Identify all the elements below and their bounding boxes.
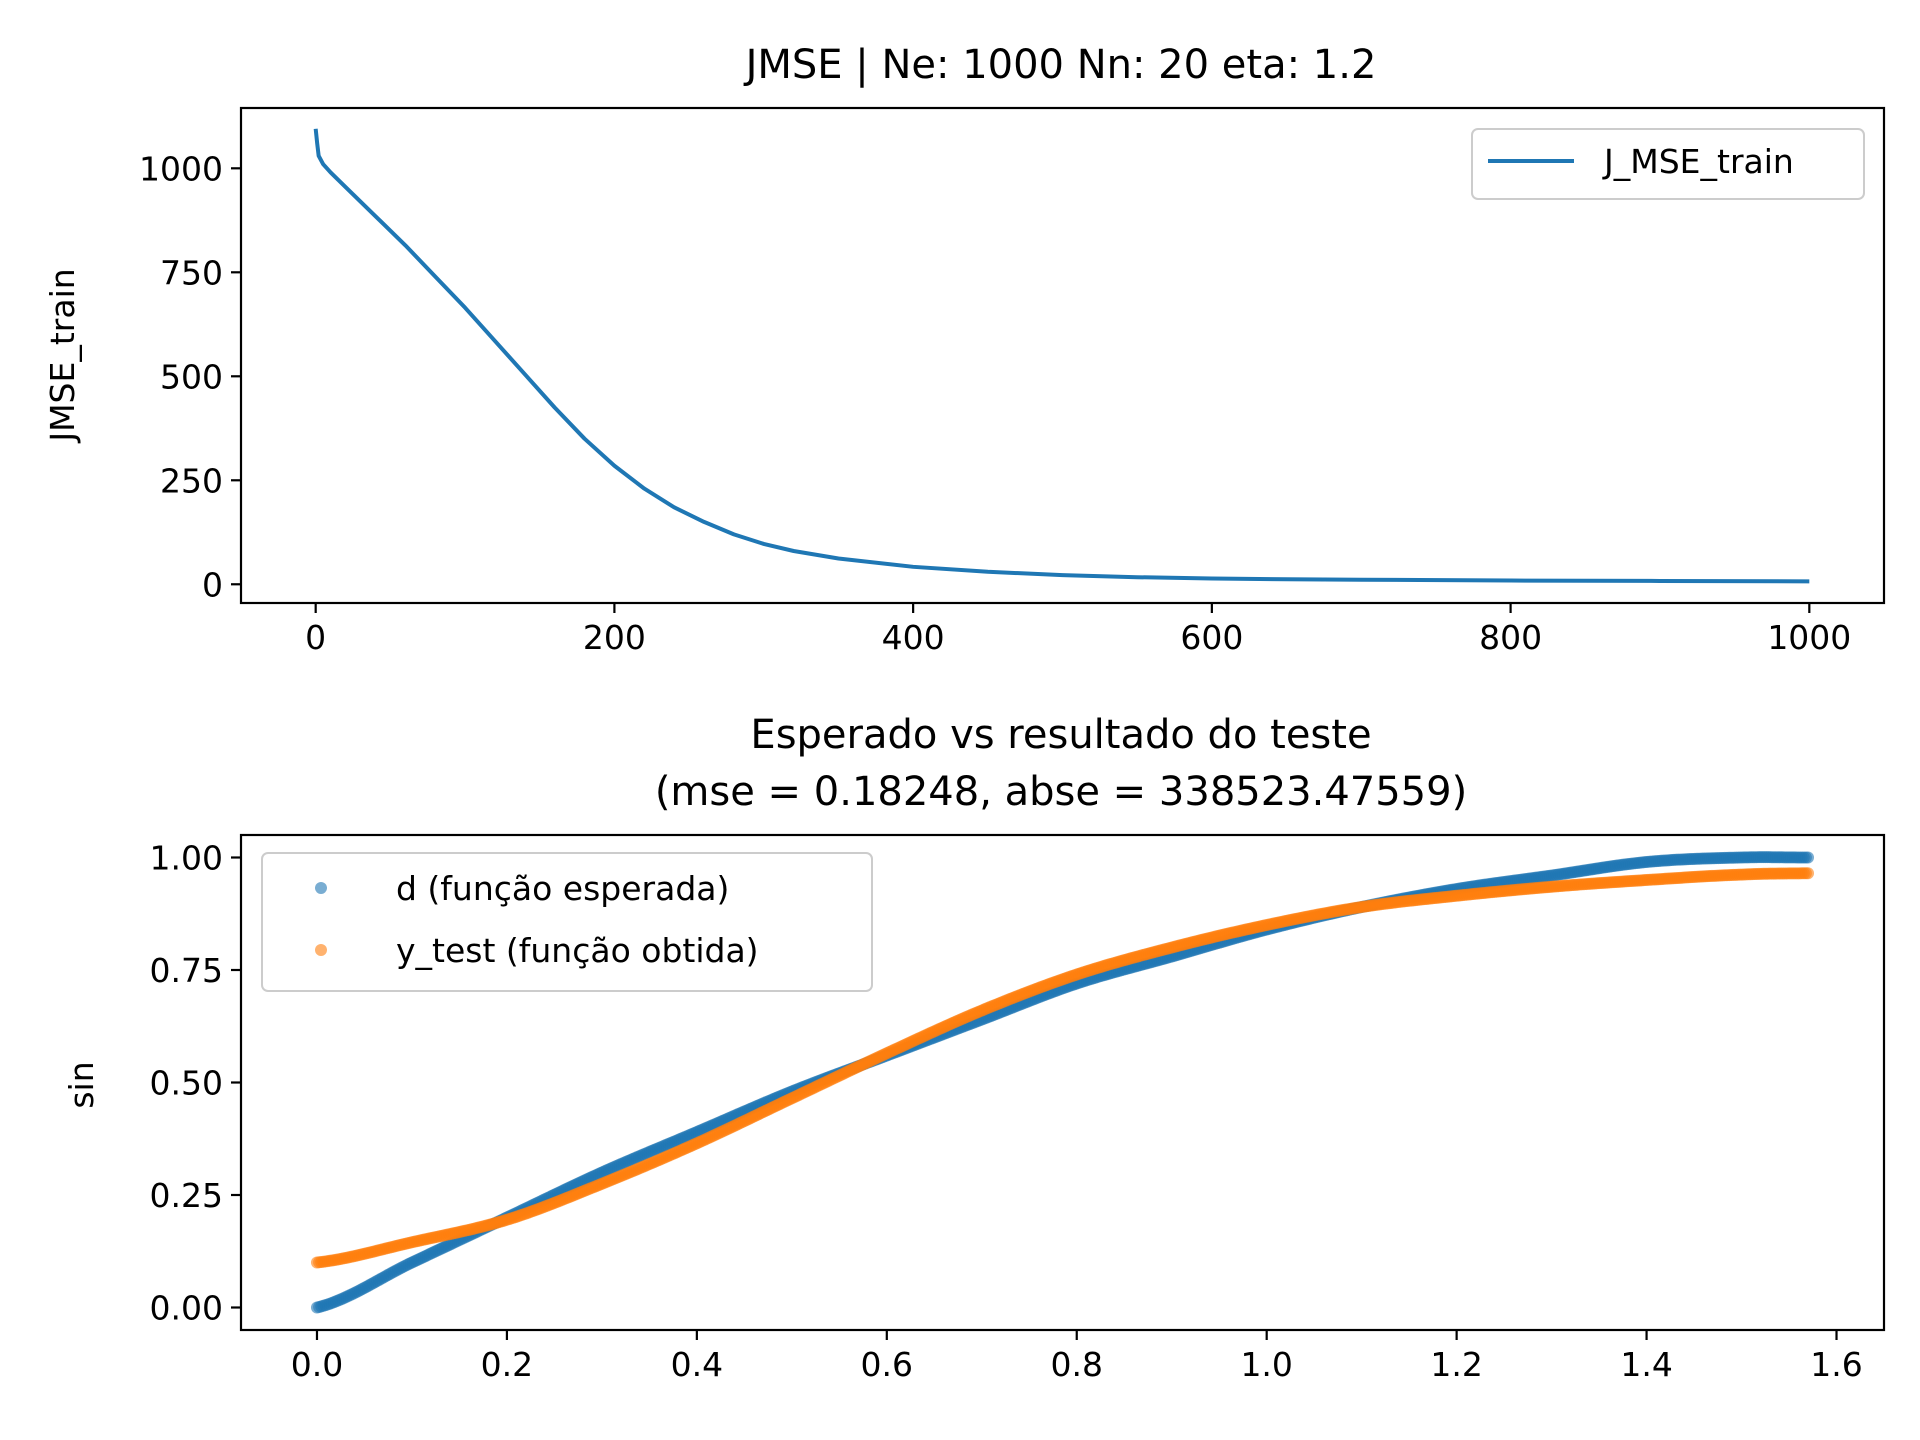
chart-test-ytick-label: 0.00 — [150, 1289, 223, 1328]
chart-test-axes — [239, 833, 1886, 1332]
chart-test-xtick-label: 0.6 — [861, 1345, 913, 1384]
chart-jmse-ytick-label: 0 — [202, 565, 223, 604]
chart-jmse-legend-box — [1471, 128, 1865, 200]
chart-test-ytick-label: 0.75 — [150, 951, 223, 990]
chart-jmse-title: JMSE | Ne: 1000 Nn: 20 eta: 1.2 — [743, 42, 1377, 88]
chart-jmse-legend: J_MSE_train — [1471, 128, 1865, 200]
chart-test: Esperado vs resultado do teste (mse = 0.… — [62, 712, 1886, 1385]
chart-test-xtick-label: 0.8 — [1051, 1345, 1103, 1384]
chart-test-ytick-label: 0.50 — [150, 1064, 223, 1103]
chart-jmse-ytick-label: 750 — [160, 253, 223, 292]
chart-test-point — [1802, 867, 1815, 880]
chart-test-xtick-label: 0.4 — [671, 1345, 723, 1384]
chart-test-xtick-label: 1.4 — [1620, 1345, 1672, 1384]
chart-test-legend: d (função esperada) y_test (função obtid… — [261, 852, 873, 992]
chart-jmse: JMSE | Ne: 1000 Nn: 20 eta: 1.2 JMSE_tra… — [43, 42, 1886, 657]
chart-test-legend-box — [261, 852, 873, 992]
chart-test-legend-marker-d — [315, 882, 327, 894]
chart-test-xtick-label: 1.2 — [1430, 1345, 1482, 1384]
chart-jmse-xtick-label: 400 — [882, 618, 945, 657]
chart-jmse-xtick-label: 0 — [305, 618, 326, 657]
chart-jmse-series-line — [313, 128, 1810, 584]
chart-test-point — [1802, 851, 1815, 864]
chart-jmse-xtick-label: 200 — [583, 618, 646, 657]
chart-test-legend-label-y: y_test (função obtida) — [396, 931, 759, 970]
chart-test-series — [310, 851, 1815, 1314]
chart-test-ylabel: sin — [62, 1061, 101, 1108]
chart-test-title-line2: (mse = 0.18248, abse = 338523.47559) — [655, 769, 1467, 815]
chart-test-ytick-label: 0.25 — [150, 1176, 223, 1215]
chart-test-legend-label-d: d (função esperada) — [396, 869, 729, 908]
chart-test-xtick-label: 1.0 — [1240, 1345, 1292, 1384]
chart-test-xtick-label: 0.2 — [481, 1345, 533, 1384]
chart-jmse-ticks: 0 200 400 600 800 1000 0 250 500 750 1000 — [139, 149, 1851, 657]
chart-jmse-ytick-label: 250 — [160, 461, 223, 500]
chart-test-title-line1: Esperado vs resultado do teste — [750, 712, 1371, 758]
chart-jmse-ytick-label: 1000 — [139, 149, 223, 188]
chart-jmse-axes — [239, 106, 1886, 605]
chart-jmse-legend-label: J_MSE_train — [1602, 142, 1794, 181]
chart-test-series-y-test — [310, 867, 1815, 1269]
chart-test-ytick-label: 1.00 — [150, 839, 223, 878]
chart-jmse-xtick-label: 800 — [1479, 618, 1542, 657]
chart-jmse-ylabel: JMSE_train — [43, 268, 82, 443]
chart-test-legend-marker-y — [315, 944, 327, 956]
chart-test-xtick-label: 0.0 — [291, 1345, 343, 1384]
chart-jmse-series — [313, 128, 1810, 584]
chart-jmse-ytick-label: 500 — [160, 357, 223, 396]
chart-jmse-xtick-label: 600 — [1180, 618, 1243, 657]
chart-test-ticks: 0.0 0.2 0.4 0.6 0.8 1.0 1.2 1.4 1.6 0.00 0.25 0.50 0… — [150, 839, 1863, 1385]
chart-jmse-xtick-label: 1000 — [1767, 618, 1851, 657]
chart-test-xtick-label: 1.6 — [1810, 1345, 1862, 1384]
